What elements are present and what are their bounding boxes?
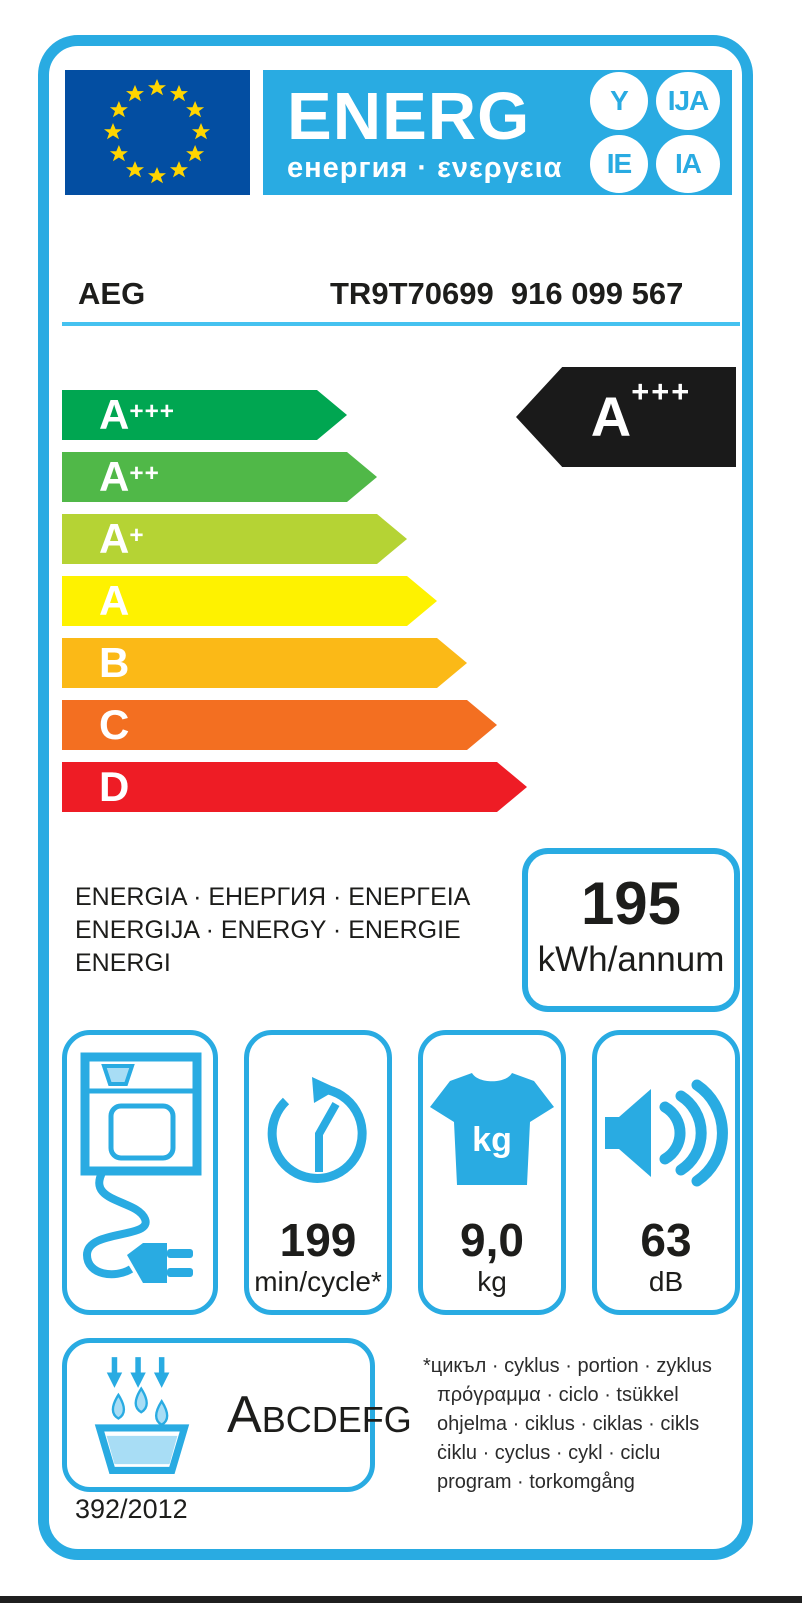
condensation-grade-rest: BCDEFG: [261, 1399, 412, 1440]
speaker-icon: [601, 1049, 731, 1217]
annual-energy-box: 195 kWh/annum: [522, 848, 740, 1012]
energy-words-line1: ENERGIA · ЕНЕРГИЯ · ΕΝΕΡΓΕΙΑ: [75, 882, 471, 911]
rating-bar-a+++: A+++: [62, 390, 347, 440]
noise-unit: dB: [648, 1266, 684, 1298]
rating-bar-a: A: [62, 576, 437, 626]
energy-words-line3: ENERGI: [75, 948, 171, 977]
bottom-row: ABCDEFG *цикъл · cyklus · portion · zykl…: [62, 1338, 740, 1497]
condensation-grade-first: A: [227, 1386, 262, 1444]
eu-flag-icon: [65, 70, 250, 195]
rating-bar-d: D: [62, 762, 527, 812]
timer-icon: [253, 1049, 383, 1217]
cycle-time-unit: min/cycle*: [254, 1266, 382, 1298]
cycle-time-value: 199: [279, 1214, 357, 1267]
rating-scale: A+++ A++ A+ A B C D: [62, 390, 740, 812]
rating-bar-a+: A+: [62, 514, 407, 564]
badge-ie: IE: [590, 135, 648, 193]
energy-words-line2: ENERGIJA · ENERGY · ENERGIE: [75, 915, 461, 944]
rating-bar-c: C: [62, 700, 497, 750]
capacity-unit: kg: [477, 1266, 507, 1298]
power-connection-box: [62, 1030, 218, 1315]
svg-text:kg: kg: [472, 1121, 512, 1159]
capacity-box: kg 9,0 kg: [418, 1030, 566, 1315]
label-header: ENERG енергия · ενεργεια Y IJA IE IA: [65, 70, 732, 195]
footnote-line5: program · torkomgång: [437, 1471, 635, 1493]
product-row: AEG TR9T70699 916 099 567: [78, 276, 718, 316]
metrics-row: 199 min/cycle* kg 9,0 kg: [62, 1030, 740, 1315]
selected-class-label: A+++: [590, 374, 692, 448]
condensation-icon: [83, 1350, 201, 1481]
model-number: TR9T70699 916 099 567: [330, 276, 684, 311]
badge-ija: IJA: [656, 72, 720, 130]
energ-logo-text: ENERG: [287, 78, 531, 154]
energy-consumption-section: ENERGIA · ЕНЕРГИЯ · ΕΝΕΡΓΕΙΑ ENERGIJA · …: [62, 848, 740, 1012]
tshirt-kg-icon: kg: [427, 1049, 557, 1217]
footnote-line1: *цикъл · cyklus · portion · zyklus: [423, 1355, 712, 1377]
energ-logo-subtext: енергия · ενεργεια: [287, 151, 563, 184]
dryer-plug-icon: [71, 1049, 209, 1298]
noise-box: 63 dB: [592, 1030, 740, 1315]
rating-bar-label: A+: [99, 515, 145, 562]
divider-line: [62, 322, 740, 326]
rating-bar-label: A+++: [99, 391, 176, 438]
regulation-number: 392/2012: [75, 1494, 188, 1524]
cycle-time-box: 199 min/cycle*: [244, 1030, 392, 1315]
efficiency-scale-section: A+++ A++ A+ A B C D A+++: [62, 367, 740, 812]
energy-label-frame: ENERG енергия · ενεργεια Y IJA IE IA AEG…: [38, 35, 753, 1560]
rating-bar-a++: A++: [62, 452, 377, 502]
badge-y: Y: [590, 72, 648, 130]
energ-logo: ENERG енергия · ενεργεια: [287, 83, 562, 183]
footnote-line2: πρόγραμμα · ciclo · tsükkel: [437, 1384, 679, 1406]
rating-bar-label: A++: [99, 453, 160, 500]
annual-energy-value: 195: [580, 870, 682, 937]
cycle-footnote: *цикъл · cyklus · portion · zyklus πρόγρ…: [423, 1338, 712, 1497]
rating-bar-b: B: [62, 638, 467, 688]
brand-name: AEG: [78, 276, 146, 311]
rating-bar-label: A: [99, 577, 130, 624]
selected-class-arrow: A+++: [516, 367, 736, 467]
noise-value: 63: [640, 1214, 692, 1267]
footnote-line3: ohjelma · ciklus · ciklas · cikls: [437, 1413, 700, 1435]
energy-word-list: ENERGIA · ЕНЕРГИЯ · ΕΝΕΡΓΕΙΑ ENERGIJA · …: [75, 881, 470, 980]
language-suffix-badges: Y IJA IE IA: [590, 72, 720, 193]
condensation-grades: ABCDEFG: [227, 1385, 412, 1445]
badge-ia: IA: [656, 135, 720, 193]
rating-bar-label: D: [99, 763, 130, 810]
rating-bar-label: B: [99, 639, 130, 686]
footnote-line4: ċiklu · cyclus · cykl · ciclu: [437, 1442, 661, 1464]
rating-bar-label: C: [99, 701, 130, 748]
condensation-class-box: ABCDEFG: [62, 1338, 412, 1492]
capacity-value: 9,0: [460, 1214, 524, 1267]
energ-logo-band: ENERG енергия · ενεργεια Y IJA IE IA: [263, 70, 732, 195]
image-bottom-edge: [0, 1596, 802, 1603]
annual-energy-unit: kWh/annum: [537, 940, 725, 979]
